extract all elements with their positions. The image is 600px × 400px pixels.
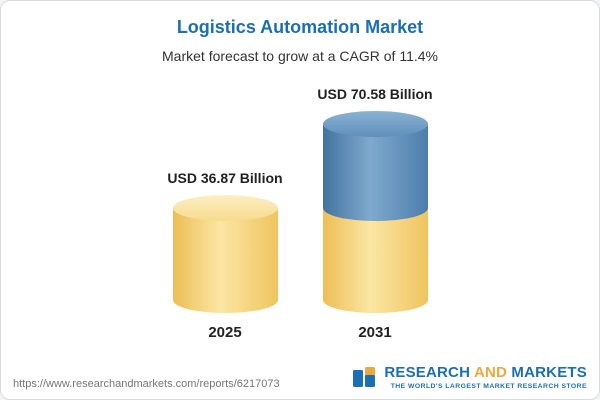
- bar-2031-segment-yellow: [322, 208, 428, 313]
- bar-2025: [172, 195, 278, 313]
- brand-logo-icon: [353, 367, 376, 388]
- bar-2025-category-label: 2025: [208, 324, 242, 341]
- bar-2025-value-label: USD 36.87 Billion: [167, 170, 283, 186]
- bar-group-2031: USD 70.58 Billion 2031: [317, 86, 432, 341]
- brand-logo-tagline: THE WORLD'S LARGEST MARKET RESEARCH STOR…: [390, 383, 587, 390]
- bar-2031-segment-blue: [322, 111, 428, 221]
- bar-2031-value-label: USD 70.58 Billion: [317, 86, 433, 102]
- source-url: https://www.researchandmarkets.com/repor…: [13, 378, 280, 390]
- bar-2031-category-label: 2031: [358, 324, 392, 341]
- brand-logo: RESEARCH AND MARKETS THE WORLD'S LARGEST…: [353, 363, 587, 390]
- brand-word-markets: MARKETS: [511, 363, 587, 381]
- brand-word-and: AND: [473, 363, 508, 381]
- bar-2031: [322, 111, 428, 313]
- bar-2025-segment-yellow: [172, 195, 278, 313]
- footer: https://www.researchandmarkets.com/repor…: [13, 363, 587, 390]
- brand-logo-name: RESEARCH AND MARKETS: [384, 363, 587, 382]
- chart-subtitle: Market forecast to grow at a CAGR of 11.…: [162, 48, 438, 64]
- chart-header: Logistics Automation Market Market forec…: [1, 1, 599, 64]
- chart-plot-area: USD 36.87 Billion 2025 USD 70.58 Billion…: [1, 86, 599, 341]
- brand-logo-text: RESEARCH AND MARKETS THE WORLD'S LARGEST…: [384, 363, 587, 390]
- bar-group-2025: USD 36.87 Billion 2025: [167, 170, 282, 341]
- chart-title: Logistics Automation Market: [176, 17, 424, 37]
- brand-word-research: RESEARCH: [384, 363, 471, 381]
